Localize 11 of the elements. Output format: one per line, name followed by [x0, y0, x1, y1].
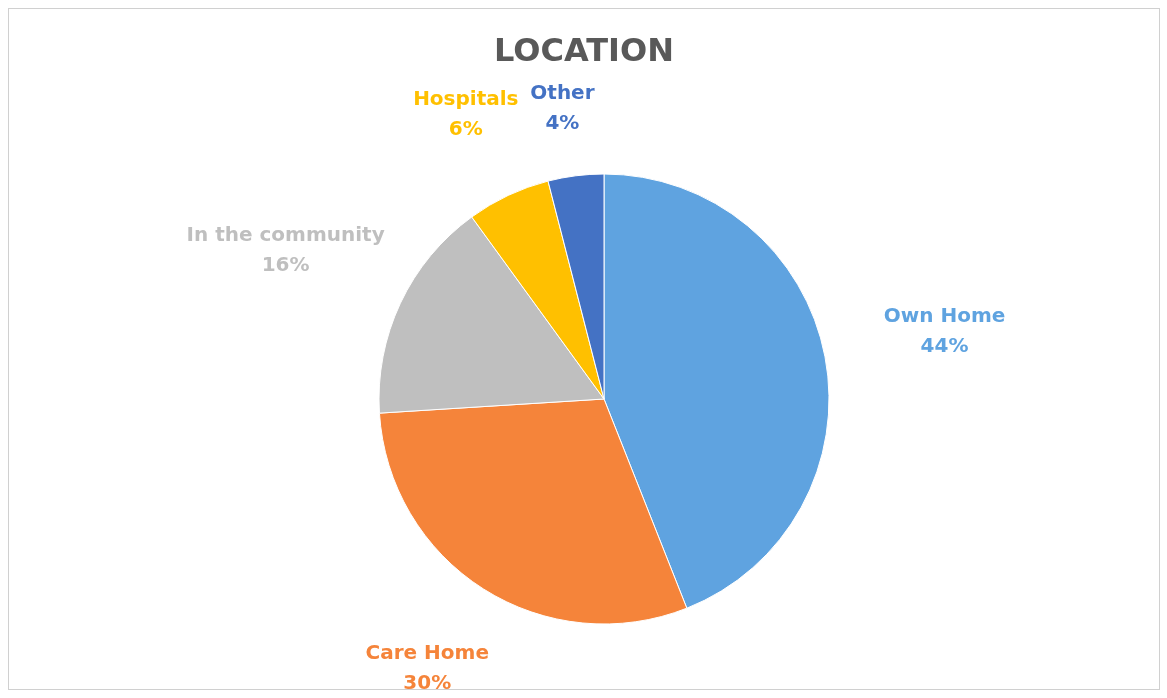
slice-label: Care Home [365, 639, 489, 664]
data-label: 44% [920, 333, 969, 358]
chart-title: LOCATION [493, 31, 675, 69]
slice-label: Own Home [883, 303, 1006, 328]
data-label: 6% [448, 115, 483, 140]
data-label: 16% [261, 251, 310, 276]
data-label: 4% [545, 109, 580, 134]
slice-label: Other [530, 79, 595, 104]
slice-label: In the community [186, 221, 385, 246]
slice-label: Hospitals [413, 85, 519, 110]
data-label: 30% [403, 669, 452, 694]
